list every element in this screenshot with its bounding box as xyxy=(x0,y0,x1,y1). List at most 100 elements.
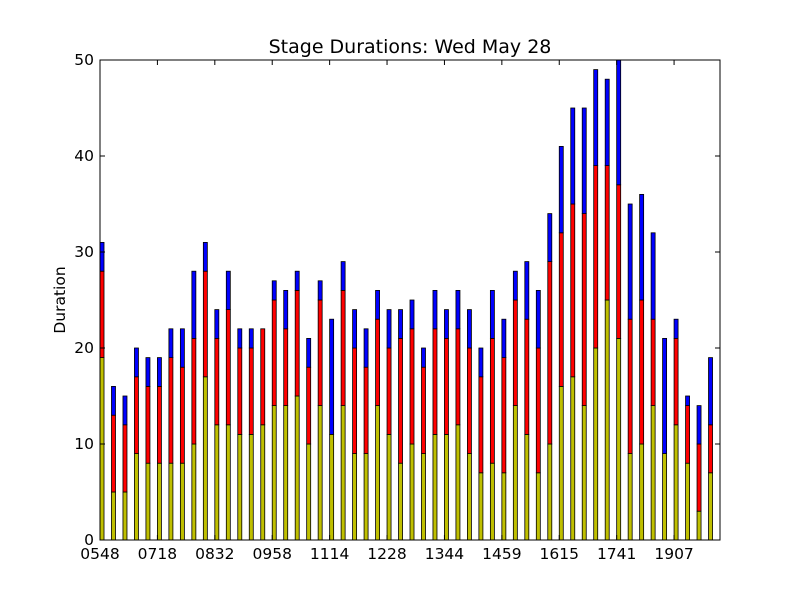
bar-segment-series-1-51 xyxy=(673,424,679,541)
bar-segment-series-2-20 xyxy=(317,299,323,406)
bar-segment-series-3-36 xyxy=(501,318,507,359)
bar-segment-series-1-1 xyxy=(99,357,105,541)
bar-segment-series-1-18 xyxy=(294,395,300,541)
bar-segment-series-1-9 xyxy=(191,443,197,541)
bar-segment-series-3-54 xyxy=(708,357,713,426)
bar-segment-series-2-29 xyxy=(421,366,426,455)
bar-segment-series-1-43 xyxy=(581,405,587,541)
bar-segment-series-1-14 xyxy=(248,433,254,541)
bar-segment-series-3-37 xyxy=(512,270,518,301)
bar-segment-series-2-25 xyxy=(375,318,380,407)
bar-segment-series-1-29 xyxy=(421,453,426,541)
bar-segment-series-1-45 xyxy=(604,299,610,541)
y-axis-label: Duration xyxy=(51,266,69,333)
bar-segment-series-3-35 xyxy=(489,289,495,339)
bar-segment-series-1-19 xyxy=(306,443,312,541)
bar-segment-series-3-11 xyxy=(214,309,220,339)
bar-segment-series-1-54 xyxy=(708,472,713,541)
axes-group: 0 10 20 30 40 50 0548 0718 0832 0958 1114 1228 1344 1… xyxy=(74,51,721,563)
bar-segment-series-2-18 xyxy=(294,289,300,397)
bar-segment-series-3-47 xyxy=(627,203,633,320)
bar-segment-series-1-17 xyxy=(283,405,289,541)
bar-segment-series-3-34 xyxy=(478,347,484,378)
bar-segment-series-1-4 xyxy=(134,453,139,541)
bar-segment-series-1-13 xyxy=(237,433,243,541)
bar-segment-series-1-28 xyxy=(409,443,415,541)
x-tick-label: 1344 xyxy=(425,545,464,563)
bar-segment-series-2-43 xyxy=(581,213,587,407)
bar-segment-series-2-54 xyxy=(708,424,713,474)
bar-segment-series-3-25 xyxy=(375,289,380,320)
bar-segment-series-3-7 xyxy=(168,328,174,358)
bar-segment-series-3-9 xyxy=(191,270,197,339)
bar-segment-series-3-17 xyxy=(283,289,289,330)
bar-segment-series-3-19 xyxy=(306,337,312,368)
bar-segment-series-3-27 xyxy=(398,309,403,339)
bar-segment-series-1-36 xyxy=(501,472,507,541)
bar-segment-series-2-27 xyxy=(398,337,403,464)
bar-segment-series-2-42 xyxy=(570,203,576,378)
bar-segment-series-2-47 xyxy=(627,318,633,455)
bar-segment-series-3-3 xyxy=(122,395,128,426)
bar-segment-series-1-32 xyxy=(455,424,461,541)
bar-segment-series-2-8 xyxy=(179,366,185,464)
x-tick-label: 1228 xyxy=(367,545,406,563)
bar-segment-series-2-31 xyxy=(444,337,449,435)
bar-segment-series-1-20 xyxy=(317,405,323,541)
bar-segment-series-3-53 xyxy=(696,405,702,445)
y-tick-label: 40 xyxy=(74,147,94,165)
bar-segment-series-3-5 xyxy=(145,357,151,387)
bar-segment-series-1-33 xyxy=(467,453,472,541)
bar-segment-series-3-22 xyxy=(340,261,346,291)
bar-segment-series-2-38 xyxy=(524,318,530,435)
y-tick-label: 0 xyxy=(84,531,94,549)
bars-group xyxy=(99,59,713,541)
bar-segment-series-1-52 xyxy=(685,462,690,541)
x-tick-label: 0548 xyxy=(80,545,119,563)
bar-segment-series-2-13 xyxy=(237,347,243,435)
chart-title: Stage Durations: Wed May 28 xyxy=(269,36,552,58)
bar-segment-series-1-27 xyxy=(398,462,403,541)
bar-segment-series-1-50 xyxy=(662,453,668,541)
bar-segment-series-3-40 xyxy=(547,213,553,263)
bar-segment-series-1-42 xyxy=(570,376,576,541)
bar-segment-series-1-48 xyxy=(639,443,645,541)
bar-segment-series-3-33 xyxy=(467,309,472,349)
bar-segment-series-2-1 xyxy=(99,270,105,359)
bar-segment-series-3-29 xyxy=(421,347,426,368)
bar-segment-series-3-2 xyxy=(111,385,116,416)
x-tick-label: 1114 xyxy=(310,545,349,563)
bar-segment-series-2-11 xyxy=(214,337,220,426)
bar-segment-series-3-10 xyxy=(202,241,208,272)
bar-segment-series-3-38 xyxy=(524,261,530,320)
bar-segment-series-3-21 xyxy=(329,318,335,435)
bar-segment-series-2-22 xyxy=(340,289,346,406)
x-tick-label: 0958 xyxy=(252,545,291,563)
bar-segment-series-2-19 xyxy=(306,366,312,445)
bar-segment-series-2-40 xyxy=(547,261,553,445)
bar-segment-series-2-3 xyxy=(122,424,128,493)
y-tick-label: 10 xyxy=(74,435,94,453)
bar-segment-series-3-4 xyxy=(134,347,139,378)
x-tick-label: 1907 xyxy=(654,545,693,563)
bar-segment-series-1-46 xyxy=(616,337,622,541)
bar-segment-series-1-12 xyxy=(225,424,231,541)
bar-segment-series-3-41 xyxy=(558,145,564,234)
bar-segment-series-1-11 xyxy=(214,424,220,541)
plot-frame xyxy=(99,59,721,541)
bar-segment-series-3-32 xyxy=(455,289,461,330)
bar-segment-series-3-31 xyxy=(444,309,449,339)
bar-segment-series-2-46 xyxy=(616,184,622,339)
bar-segment-series-3-43 xyxy=(581,107,587,214)
bar-segment-series-1-16 xyxy=(271,405,277,541)
x-tick-label: 1615 xyxy=(540,545,579,563)
bar-segment-series-2-30 xyxy=(432,328,438,435)
bar-segment-series-3-50 xyxy=(662,337,668,454)
bar-segment-series-1-24 xyxy=(363,453,369,541)
bar-segment-series-1-31 xyxy=(444,433,449,541)
x-tick-label: 1459 xyxy=(482,545,521,563)
bar-segment-series-2-34 xyxy=(478,376,484,474)
bar-segment-series-2-17 xyxy=(283,328,289,406)
bar-segment-series-1-23 xyxy=(352,453,358,541)
